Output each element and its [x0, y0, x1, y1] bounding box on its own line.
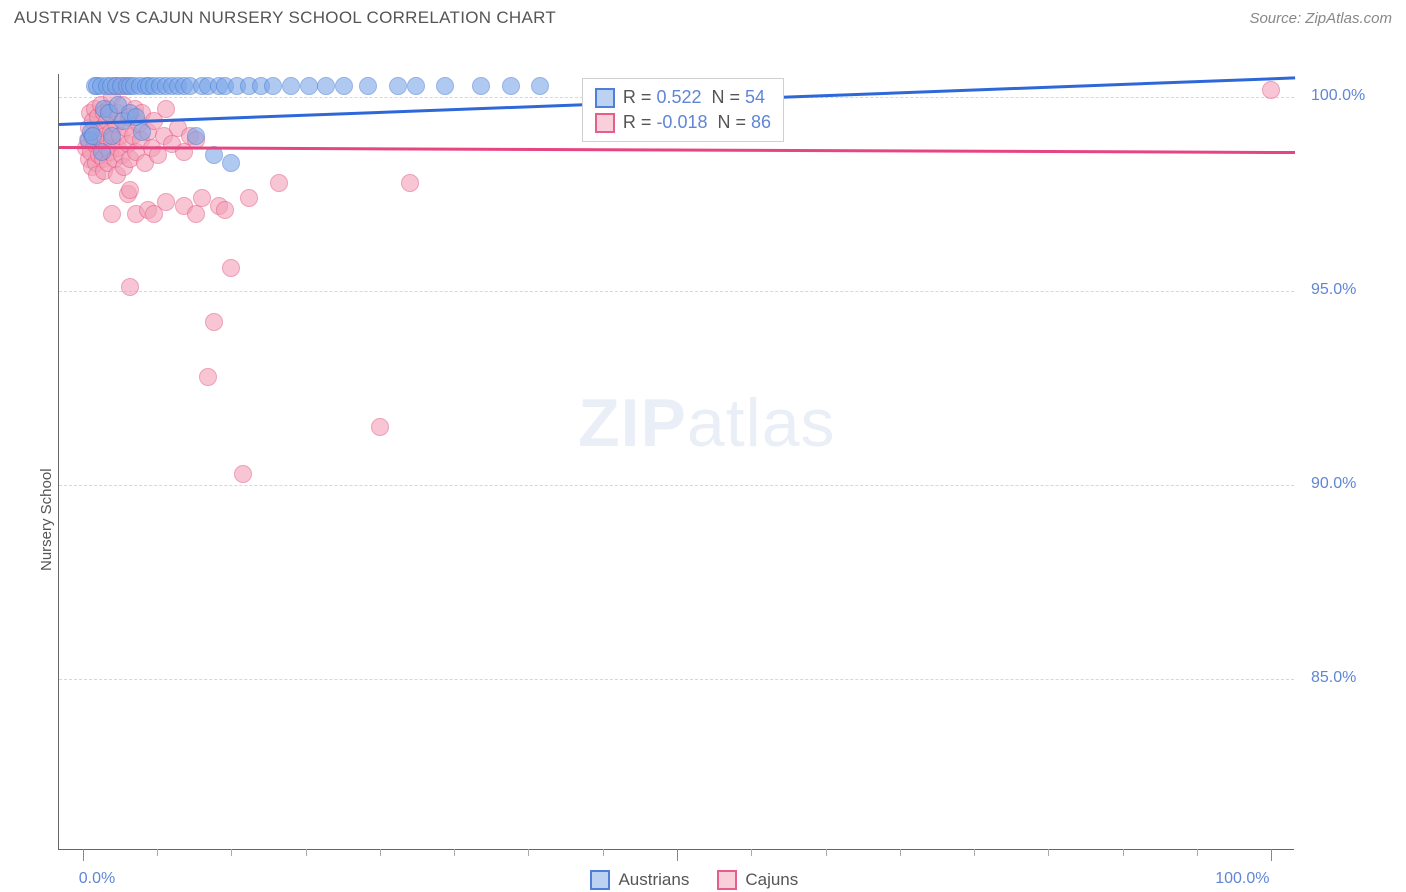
- scatter-point: [234, 465, 252, 483]
- scatter-point: [222, 259, 240, 277]
- legend-row: R = -0.018 N = 86: [595, 110, 771, 135]
- scatter-point: [300, 77, 318, 95]
- scatter-point: [436, 77, 454, 95]
- scatter-point: [359, 77, 377, 95]
- scatter-point: [157, 100, 175, 118]
- legend-stats: R = 0.522 N = 54: [623, 87, 765, 108]
- scatter-point: [264, 77, 282, 95]
- scatter-point: [401, 174, 419, 192]
- scatter-point: [103, 127, 121, 145]
- y-tick-label: 95.0%: [1311, 281, 1356, 299]
- x-tick-major: [83, 849, 84, 861]
- x-tick-label: 0.0%: [79, 870, 115, 888]
- scatter-point: [121, 278, 139, 296]
- series-legend: Austrians Cajuns: [590, 870, 798, 890]
- scatter-point: [157, 193, 175, 211]
- x-tick-minor: [603, 849, 604, 856]
- legend-item: Austrians: [590, 870, 689, 890]
- x-tick-minor: [1048, 849, 1049, 856]
- legend-item: Cajuns: [717, 870, 798, 890]
- scatter-point: [222, 154, 240, 172]
- x-tick-minor: [380, 849, 381, 856]
- watermark: ZIPatlas: [578, 384, 835, 462]
- legend-label: Austrians: [618, 870, 689, 890]
- scatter-point: [133, 123, 151, 141]
- chart-source: Source: ZipAtlas.com: [1249, 10, 1392, 27]
- trend-line: [59, 146, 1295, 154]
- x-tick-minor: [1197, 849, 1198, 856]
- plot-area: 100.0%95.0%90.0%85.0%0.0%100.0%ZIPatlasR…: [58, 74, 1294, 850]
- x-tick-minor: [528, 849, 529, 856]
- scatter-point: [121, 181, 139, 199]
- legend-label: Cajuns: [745, 870, 798, 890]
- y-tick-label: 100.0%: [1311, 87, 1365, 105]
- legend-swatch: [595, 113, 615, 133]
- x-tick-minor: [900, 849, 901, 856]
- x-tick-minor: [751, 849, 752, 856]
- scatter-point: [472, 77, 490, 95]
- legend-swatch: [717, 870, 737, 890]
- x-tick-major: [1271, 849, 1272, 861]
- scatter-point: [282, 77, 300, 95]
- scatter-point: [407, 77, 425, 95]
- x-tick-major: [677, 849, 678, 861]
- y-tick-label: 85.0%: [1311, 669, 1356, 687]
- y-tick-label: 90.0%: [1311, 475, 1356, 493]
- scatter-point: [240, 189, 258, 207]
- x-tick-minor: [231, 849, 232, 856]
- legend-row: R = 0.522 N = 54: [595, 85, 771, 110]
- scatter-point: [270, 174, 288, 192]
- x-tick-minor: [157, 849, 158, 856]
- x-tick-minor: [454, 849, 455, 856]
- scatter-point: [317, 77, 335, 95]
- x-tick-minor: [974, 849, 975, 856]
- scatter-point: [187, 127, 205, 145]
- legend-stats: R = -0.018 N = 86: [623, 112, 771, 133]
- scatter-point: [205, 313, 223, 331]
- scatter-point: [531, 77, 549, 95]
- x-tick-label: 100.0%: [1215, 870, 1269, 888]
- scatter-point: [1262, 81, 1280, 99]
- scatter-point: [199, 368, 217, 386]
- scatter-point: [187, 205, 205, 223]
- scatter-point: [502, 77, 520, 95]
- legend-swatch: [595, 88, 615, 108]
- chart-title: AUSTRIAN VS CAJUN NURSERY SCHOOL CORRELA…: [14, 8, 556, 28]
- gridline-horizontal: [59, 679, 1294, 680]
- scatter-point: [103, 205, 121, 223]
- x-tick-minor: [826, 849, 827, 856]
- scatter-point: [335, 77, 353, 95]
- correlation-legend: R = 0.522 N = 54 R = -0.018 N = 86: [582, 78, 784, 142]
- x-tick-minor: [1123, 849, 1124, 856]
- gridline-horizontal: [59, 485, 1294, 486]
- scatter-point: [216, 201, 234, 219]
- gridline-horizontal: [59, 291, 1294, 292]
- scatter-point: [371, 418, 389, 436]
- scatter-point: [389, 77, 407, 95]
- x-tick-minor: [306, 849, 307, 856]
- scatter-point: [193, 189, 211, 207]
- legend-swatch: [590, 870, 610, 890]
- y-axis-title: Nursery School: [38, 468, 55, 571]
